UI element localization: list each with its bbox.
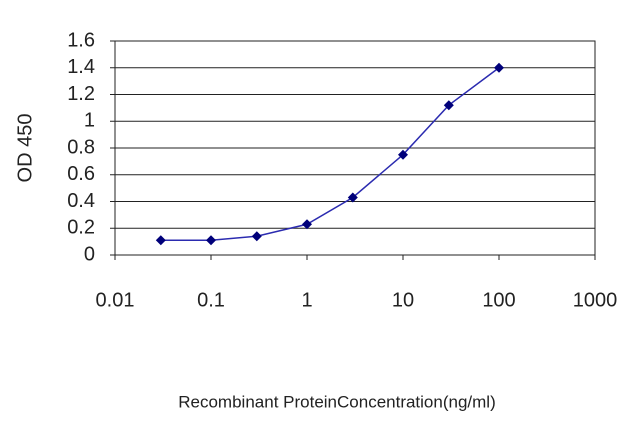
data-point [251, 231, 262, 242]
y-axis-title: OD 450 [14, 114, 36, 183]
y-tick-label: 0.8 [67, 136, 95, 158]
x-tick-label: 0.01 [96, 289, 135, 311]
data-point [443, 100, 454, 111]
data-line [160, 67, 500, 242]
y-tick-label: 1 [84, 110, 95, 132]
y-tick-label: 1.2 [67, 83, 95, 105]
x-tick-label: 100 [482, 289, 515, 311]
data-point [347, 192, 358, 203]
y-tick-label: 0.4 [67, 190, 95, 212]
y-tick-label: 1.6 [67, 29, 95, 51]
data-point [398, 149, 408, 160]
data-point [494, 62, 504, 73]
x-tick-label: 0.1 [197, 289, 225, 311]
y-tick-label: 0.6 [67, 163, 95, 185]
data-point [302, 219, 312, 230]
y-tick-label: 0.2 [67, 217, 95, 239]
x-tick-label: 1000 [573, 289, 618, 311]
x-axis-title: Recombinant ProteinConcentration(ng/ml) [178, 392, 496, 411]
y-tick-label: 0 [84, 243, 95, 265]
x-tick-label: 10 [392, 289, 414, 311]
x-tick-label: 1 [301, 289, 312, 311]
y-tick-label: 1.4 [67, 56, 95, 78]
data-point [155, 235, 166, 246]
data-point [206, 235, 216, 246]
